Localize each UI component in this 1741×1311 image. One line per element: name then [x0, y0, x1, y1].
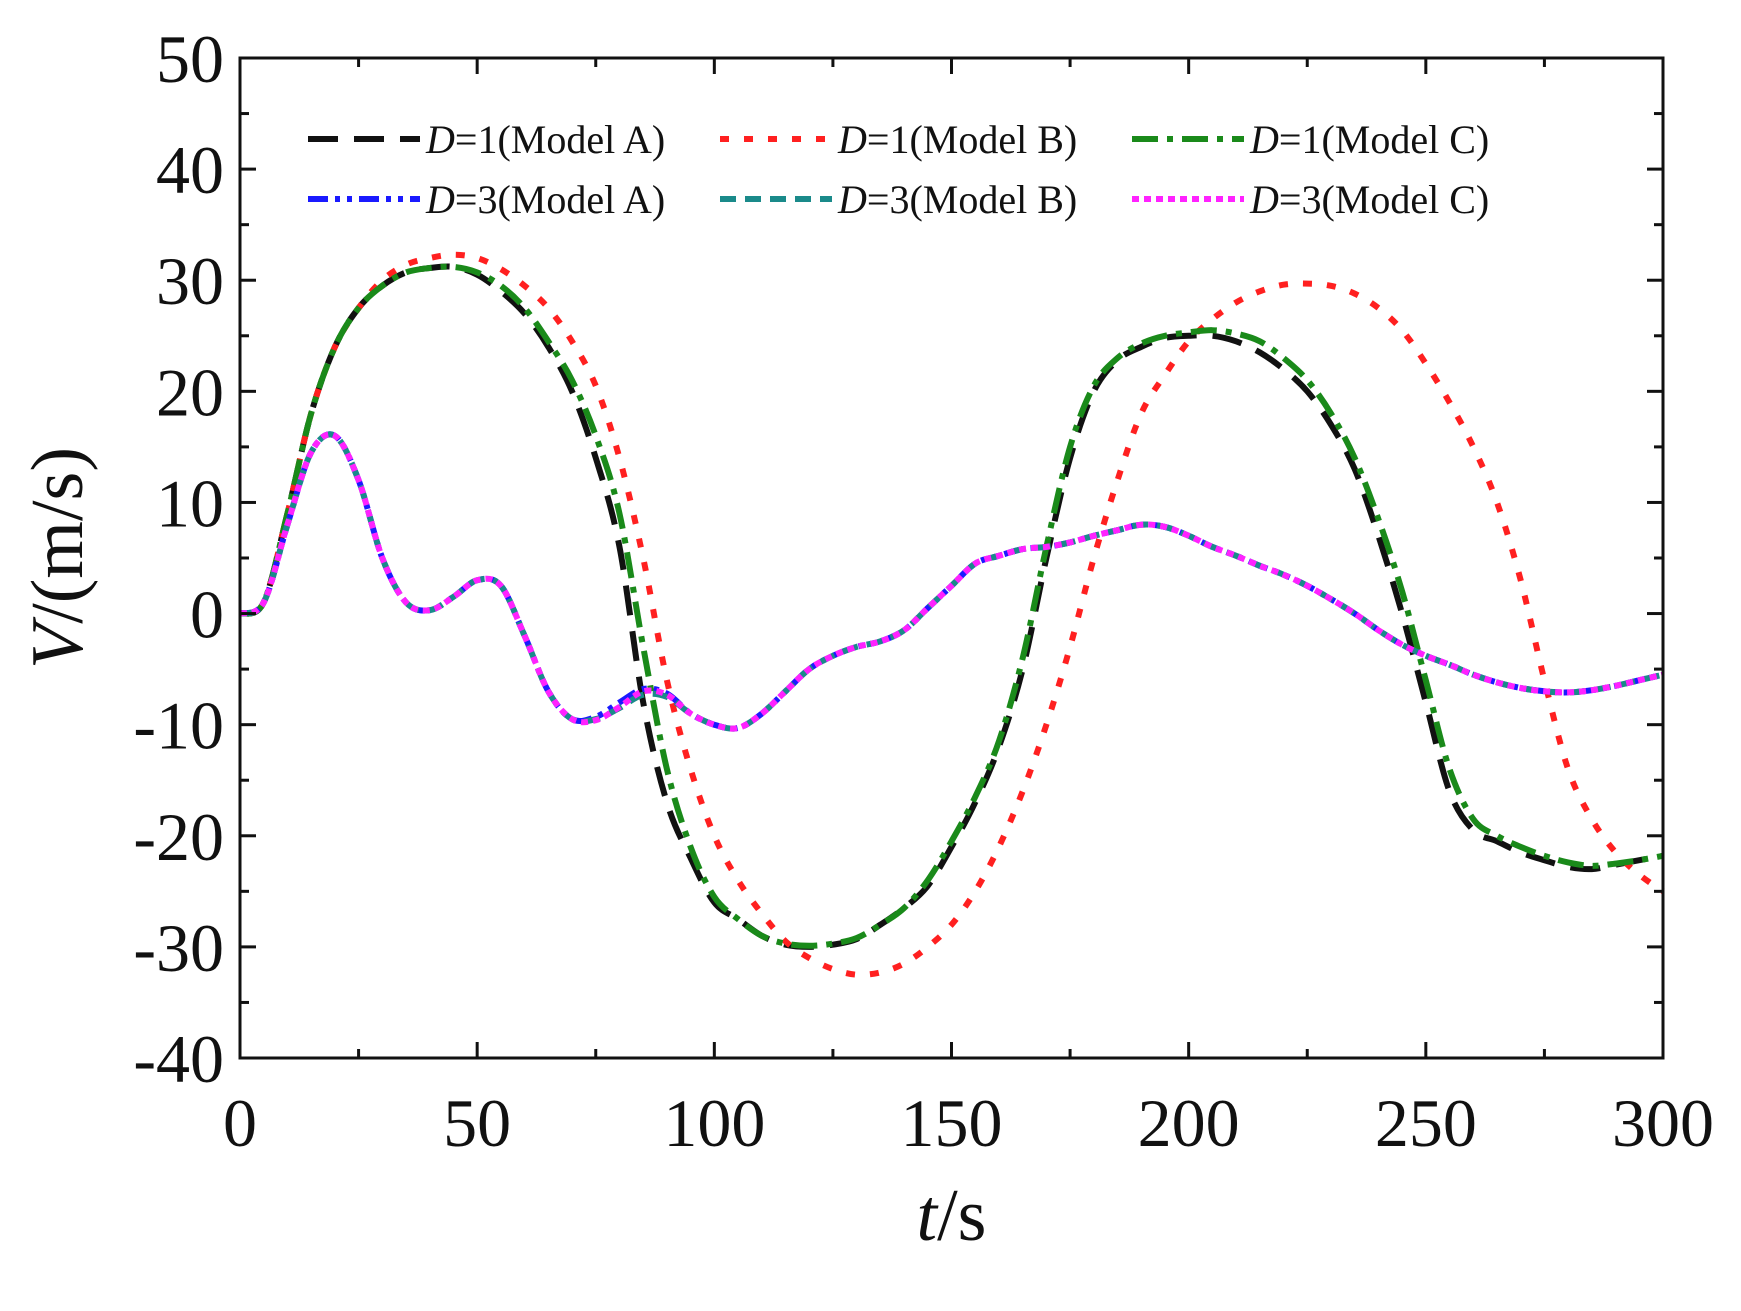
x-tick-label: 200	[1138, 1085, 1240, 1161]
y-tick-label: 40	[156, 132, 224, 208]
y-tick-label: 10	[156, 465, 224, 541]
legend-label: D=1(Model C)	[1249, 117, 1489, 162]
x-axis: 0 50 100 150 200 250 300	[223, 58, 1714, 1161]
legend-label: D=3(Model C)	[1249, 177, 1489, 222]
x-tick-label: 300	[1612, 1085, 1714, 1161]
legend-label: D=3(Model B)	[837, 177, 1077, 222]
legend-label: D=1(Model B)	[837, 117, 1077, 162]
y-axis-title: V/(m/s)	[17, 447, 99, 669]
x-tick-label: 0	[223, 1085, 257, 1161]
legend-item: D=3(Model C)	[1132, 177, 1489, 222]
legend-item: D=3(Model B)	[720, 177, 1077, 222]
y-tick-label: -40	[133, 1021, 224, 1097]
legend: D=1(Model A) D=1(Model B) D=1(Model C) D=3(…	[308, 117, 1489, 222]
series-line-4	[238, 431, 1664, 732]
legend-item: D=1(Model C)	[1132, 117, 1489, 162]
series-line-2	[238, 251, 1665, 978]
y-tick-label: 30	[156, 243, 224, 319]
y-tick-label: 50	[156, 21, 224, 97]
legend-label: D=3(Model A)	[425, 177, 665, 222]
y-tick-label: -30	[133, 910, 224, 986]
series-line-6	[238, 431, 1664, 732]
legend-label: D=1(Model A)	[425, 117, 665, 162]
series-line-5	[238, 431, 1664, 732]
y-tick-label: -20	[133, 799, 224, 875]
legend-item: D=1(Model A)	[308, 117, 665, 162]
x-tick-label: 250	[1375, 1085, 1477, 1161]
y-axis: -40 -30 -20 -10 0 10 20 30 40 50	[133, 21, 1663, 1097]
y-tick-label: 0	[190, 577, 224, 653]
legend-item: D=3(Model A)	[308, 177, 665, 222]
x-tick-label: 50	[443, 1085, 511, 1161]
x-axis-title: t/s	[917, 1175, 987, 1257]
series-line-3	[238, 263, 1664, 949]
y-tick-label: 20	[156, 354, 224, 430]
x-tick-label: 150	[901, 1085, 1003, 1161]
series-lines-layer	[238, 251, 1665, 978]
y-tick-label: -10	[133, 688, 224, 764]
x-tick-label: 100	[663, 1085, 765, 1161]
legend-item: D=1(Model B)	[720, 117, 1077, 162]
